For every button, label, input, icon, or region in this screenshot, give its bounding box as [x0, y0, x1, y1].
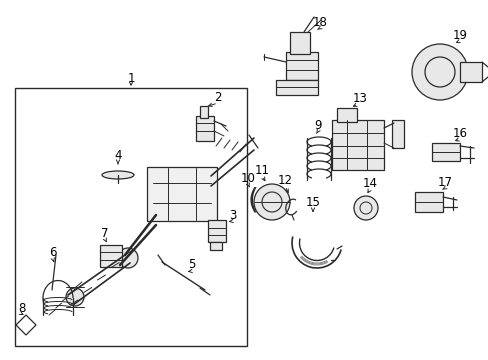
Text: 13: 13 [352, 91, 366, 104]
Bar [391, 120, 403, 148]
Text: 4: 4 [114, 149, 122, 162]
FancyBboxPatch shape [147, 167, 217, 221]
Text: 14: 14 [362, 176, 377, 189]
Circle shape [253, 184, 289, 220]
Text: (: ( [247, 186, 258, 214]
Bar [336, 108, 356, 122]
Text: 15: 15 [305, 195, 320, 208]
Text: 16: 16 [451, 126, 467, 140]
Bar [289, 32, 309, 54]
Circle shape [411, 44, 467, 100]
Text: 8: 8 [18, 302, 26, 315]
Text: 9: 9 [314, 118, 321, 131]
Bar [331, 120, 383, 170]
Bar [285, 52, 317, 80]
Text: 11: 11 [254, 163, 269, 176]
Bar [196, 116, 214, 141]
Text: 19: 19 [451, 28, 467, 41]
Bar [209, 242, 222, 250]
Text: 17: 17 [437, 176, 451, 189]
Text: 5: 5 [188, 258, 195, 271]
Bar [275, 80, 317, 95]
Bar [200, 106, 207, 118]
Ellipse shape [102, 171, 134, 179]
Bar [431, 143, 459, 161]
Bar [459, 62, 481, 82]
Text: 18: 18 [312, 15, 327, 28]
Text: 10: 10 [240, 171, 255, 185]
Bar [414, 192, 442, 212]
Circle shape [66, 288, 84, 306]
Text: 3: 3 [229, 208, 236, 221]
Text: 1: 1 [127, 72, 135, 85]
Circle shape [353, 196, 377, 220]
Text: 12: 12 [277, 174, 292, 186]
Text: 6: 6 [49, 247, 57, 260]
Circle shape [118, 248, 138, 268]
Bar [15, 88, 246, 346]
Text: 7: 7 [101, 226, 108, 239]
Text: 2: 2 [214, 90, 221, 104]
Bar [207, 220, 225, 242]
Bar [100, 245, 122, 267]
